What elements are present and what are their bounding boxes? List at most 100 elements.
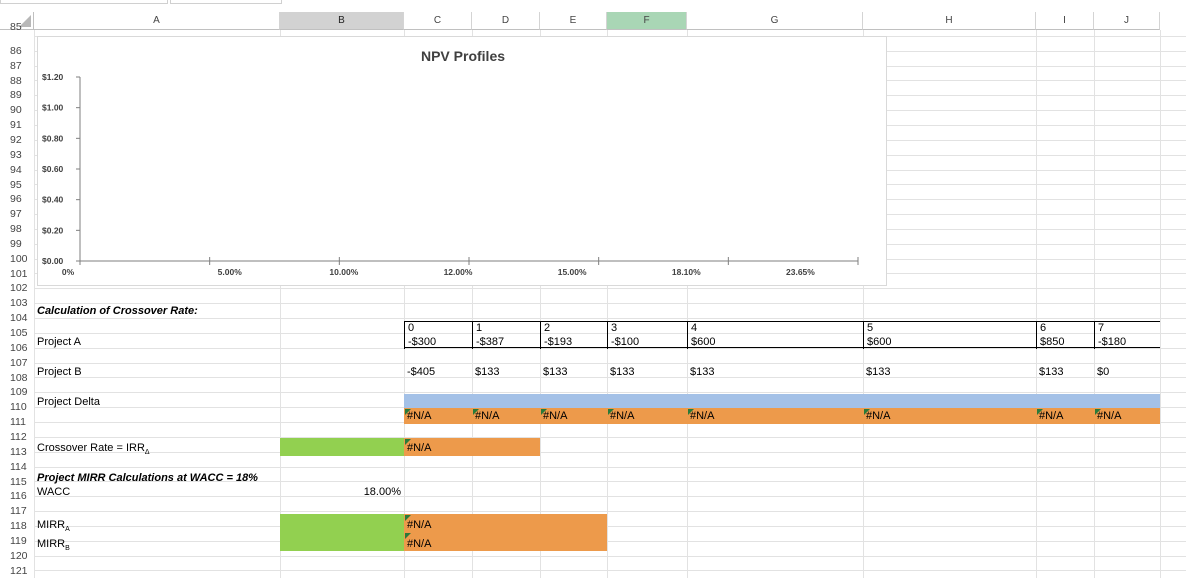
period-cell[interactable]: 4 [687, 321, 697, 335]
delta-cash-flow[interactable]: #N/A [610, 410, 635, 422]
row-header-120[interactable]: 120 [10, 549, 28, 562]
row-gridline [34, 333, 1186, 334]
row-header-88[interactable]: 88 [10, 74, 22, 87]
project-b-cash-flow[interactable]: $133 [1039, 366, 1064, 378]
row-header-90[interactable]: 90 [10, 104, 22, 117]
row-header-97[interactable]: 97 [10, 208, 22, 221]
mirr-result-cells[interactable] [404, 514, 607, 551]
column-header-j[interactable]: J [1094, 12, 1160, 30]
row-header-115[interactable]: 115 [10, 475, 27, 488]
delta-cash-flow[interactable]: #N/A [866, 410, 891, 422]
column-header-h[interactable]: H [863, 12, 1036, 30]
row-header-103[interactable]: 103 [10, 297, 28, 310]
project-a-cash-flow[interactable]: -$193 [540, 335, 572, 349]
row-header-104[interactable]: 104 [10, 312, 28, 325]
row-header-87[interactable]: 87 [10, 59, 22, 72]
row-header-91[interactable]: 91 [10, 119, 22, 132]
row-header-112[interactable]: 112 [10, 430, 27, 443]
delta-cash-flow[interactable]: #N/A [690, 410, 715, 422]
row-header-110[interactable]: 110 [10, 401, 27, 414]
row-header-100[interactable]: 100 [10, 252, 28, 265]
delta-cash-flow[interactable]: #N/A [407, 410, 432, 422]
project-a-cash-flow[interactable]: -$180 [1094, 335, 1126, 349]
column-header-e[interactable]: E [540, 12, 607, 30]
crossover-result-cell[interactable] [404, 438, 540, 456]
row-header-106[interactable]: 106 [10, 341, 28, 354]
row-header-113[interactable]: 113 [10, 445, 27, 458]
delta-cash-flow[interactable]: #N/A [475, 410, 500, 422]
project-a-cash-flow[interactable]: $850 [1036, 335, 1064, 349]
column-header-b[interactable]: B [280, 12, 404, 30]
y-tick-label: $1.00 [42, 103, 64, 113]
row-gridline [34, 541, 1186, 542]
row-header-93[interactable]: 93 [10, 148, 22, 161]
column-header-c[interactable]: C [404, 12, 472, 30]
project-a-cash-flow[interactable]: -$387 [472, 335, 504, 349]
project-delta-label: Project Delta [37, 396, 100, 408]
row-header-89[interactable]: 89 [10, 89, 22, 102]
row-header-102[interactable]: 102 [10, 282, 28, 295]
row-header-94[interactable]: 94 [10, 163, 22, 176]
period-cell[interactable]: 6 [1036, 321, 1046, 335]
row-header-111[interactable]: 111 [10, 416, 26, 429]
row-header-86[interactable]: 86 [10, 44, 22, 57]
column-header-a[interactable]: A [34, 12, 280, 30]
column-header-f[interactable]: F [607, 12, 687, 30]
row-header-114[interactable]: 114 [10, 460, 27, 473]
row-header-121[interactable]: 121 [10, 564, 28, 577]
project-b-cash-flow[interactable]: $133 [866, 366, 891, 378]
mirr-a-label: MIRRA [34, 518, 70, 537]
row-header-118[interactable]: 118 [10, 520, 27, 533]
select-all-corner[interactable] [0, 12, 34, 30]
project-a-cash-flow[interactable]: $600 [687, 335, 715, 349]
project-a-cash-flow[interactable]: -$300 [404, 335, 436, 349]
row-header-95[interactable]: 95 [10, 178, 22, 191]
project-b-cash-flow[interactable]: $133 [475, 366, 500, 378]
delta-cash-flow[interactable]: #N/A [1097, 410, 1122, 422]
crossover-input-cell[interactable] [280, 438, 404, 456]
row-header-119[interactable]: 119 [10, 534, 27, 547]
row-header-116[interactable]: 116 [10, 490, 27, 503]
npv-profiles-chart[interactable]: NPV Profiles $0.00 $0.20 $0.40 $0.60 $0.80 $1.… [37, 36, 887, 286]
row-header-109[interactable]: 109 [10, 386, 28, 399]
row-header-117[interactable]: 117 [10, 505, 27, 518]
row-header-99[interactable]: 99 [10, 237, 22, 250]
project-b-cash-flow[interactable]: $133 [543, 366, 568, 378]
mirr-input-cells[interactable] [280, 514, 404, 551]
row-header-96[interactable]: 96 [10, 193, 22, 206]
project-b-cash-flow[interactable]: $133 [690, 366, 715, 378]
period-cell[interactable]: 7 [1094, 321, 1104, 335]
crossover-label-text: Crossover Rate = IRR [37, 442, 145, 454]
delta-cash-flow[interactable]: #N/A [1039, 410, 1064, 422]
period-cell[interactable]: 5 [863, 321, 873, 335]
row-header-98[interactable]: 98 [10, 223, 22, 236]
error-flag-icon [541, 409, 547, 415]
row-header-105[interactable]: 105 [10, 327, 28, 339]
column-header-d[interactable]: D [472, 12, 540, 30]
project-b-cash-flow[interactable]: $0 [1097, 366, 1110, 378]
period-cell[interactable]: 2 [540, 321, 550, 335]
project-b-cash-flow[interactable]: $133 [610, 366, 635, 378]
row-header-107[interactable]: 107 [10, 356, 28, 369]
period-cell[interactable]: 0 [404, 321, 414, 335]
row-header-85[interactable]: 85 [10, 21, 22, 33]
project-a-cash-flow[interactable]: $600 [863, 335, 891, 349]
name-box[interactable] [0, 0, 168, 4]
delta-cash-flow[interactable]: #N/A [543, 410, 568, 422]
column-header-g[interactable]: G [687, 12, 863, 30]
period-cell[interactable]: 3 [607, 321, 617, 335]
formula-bar-control[interactable] [170, 0, 282, 4]
row-header-92[interactable]: 92 [10, 133, 22, 146]
row-gridline [34, 392, 1186, 393]
crossover-heading: Calculation of Crossover Rate: [37, 305, 198, 317]
column-gridline [607, 30, 608, 578]
row-header-101[interactable]: 101 [10, 267, 28, 280]
project-b-cash-flow[interactable]: -$405 [407, 366, 436, 378]
crossover-label: Crossover Rate = IRRΔ [34, 441, 150, 460]
error-flag-icon [688, 409, 694, 415]
project-a-cash-flow[interactable]: -$100 [607, 335, 639, 349]
wacc-value[interactable]: 18.00% [363, 486, 401, 498]
column-header-i[interactable]: I [1036, 12, 1094, 30]
row-header-108[interactable]: 108 [10, 371, 28, 384]
period-cell[interactable]: 1 [472, 321, 482, 335]
